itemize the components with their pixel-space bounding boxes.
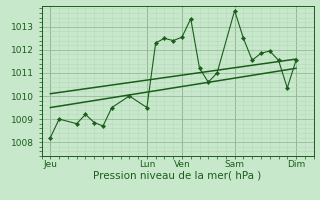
X-axis label: Pression niveau de la mer( hPa ): Pression niveau de la mer( hPa ) (93, 171, 262, 181)
